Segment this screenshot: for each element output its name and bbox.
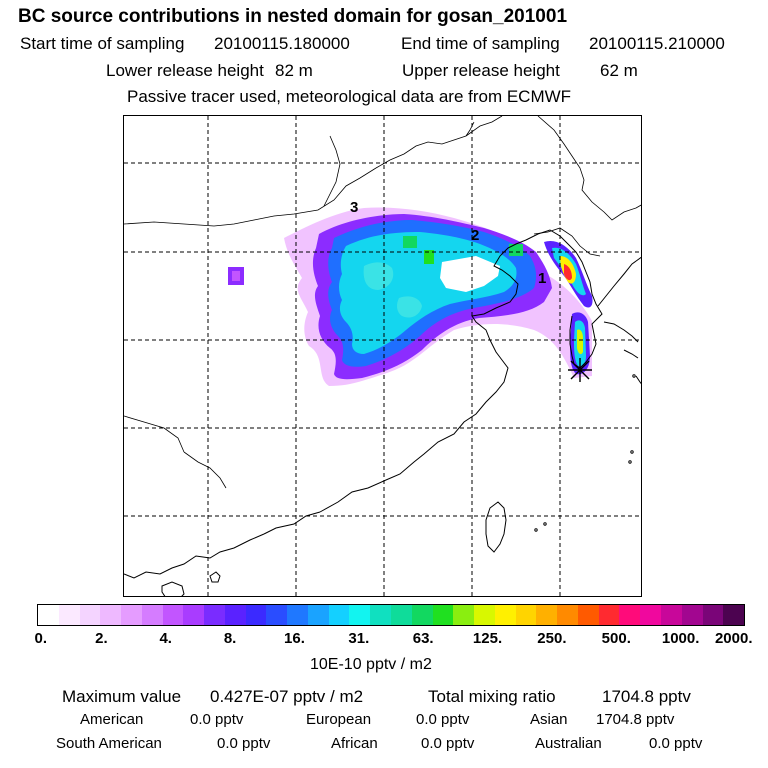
region-name: African — [331, 735, 378, 752]
colorbar-cell — [287, 605, 308, 625]
region-name: South American — [56, 735, 162, 752]
coastlines — [124, 229, 641, 596]
colorbar-tick-label: 500. — [601, 630, 631, 647]
colorbar-cell — [121, 605, 142, 625]
colorbar-cell — [38, 605, 59, 625]
colorbar-cell — [515, 605, 537, 625]
colorbar-cell — [79, 605, 101, 625]
colorbar-tick-label: 125. — [472, 630, 503, 647]
max-value: 0.427E-07 pptv / m2 — [210, 687, 364, 706]
colorbar-cell — [660, 605, 682, 625]
colorbar-tick-label: 31. — [348, 630, 370, 647]
colorbar-tick-label: 4. — [159, 630, 172, 647]
region-name: American — [80, 711, 144, 728]
colorbar-tick-label: 2. — [95, 630, 108, 647]
hainan-outline — [161, 581, 185, 596]
colorbar-cell — [266, 605, 288, 625]
region-value: 0.0 pptv — [217, 735, 271, 752]
colorbar-cell — [204, 605, 225, 625]
colorbar-cell — [577, 605, 599, 625]
colorbar-cell — [58, 605, 80, 625]
start-time-label: Start time of sampling — [20, 34, 185, 53]
colorbar-cell — [557, 605, 578, 625]
colorbar-cell — [494, 605, 516, 625]
political-borders — [124, 116, 641, 489]
total-mixing-label: Total mixing ratio — [428, 687, 556, 706]
colorbar-cell — [141, 605, 163, 625]
region-name: Australian — [535, 735, 602, 752]
map-svg: 1 2 3 — [124, 116, 641, 596]
lower-release-value: 82 m — [275, 61, 313, 80]
colorbar-cell — [640, 605, 661, 625]
map-panel: 1 2 3 — [123, 115, 642, 597]
colorbar-cell — [162, 605, 184, 625]
colorbar-cell — [453, 605, 475, 625]
region-name: European — [306, 711, 372, 728]
receptor-star-marker — [568, 358, 592, 382]
max-value-label: Maximum value — [62, 687, 182, 706]
colorbar-tick-label: 2000. — [714, 630, 753, 647]
end-time-label: End time of sampling — [401, 34, 560, 53]
colorbar-cell — [598, 605, 620, 625]
colorbar-tick-label: 1000. — [661, 630, 700, 647]
colorbar-units: 10E-10 pptv / m2 — [310, 656, 432, 673]
taiwan-outline — [485, 501, 507, 553]
colorbar-cell — [411, 605, 433, 625]
colorbar — [37, 604, 745, 626]
colorbar-cell — [100, 605, 122, 625]
plume-field — [228, 207, 593, 386]
colorbar-cell — [619, 605, 641, 625]
total-mixing-value: 1704.8 pptv — [602, 687, 691, 706]
region-name: Asian — [530, 711, 568, 728]
marker-2: 2 — [471, 227, 479, 244]
colorbar-cell — [183, 605, 205, 625]
colorbar-cell — [681, 605, 703, 625]
end-time-value: 20100115.210000 — [589, 34, 725, 53]
colorbar-tick-label: 16. — [284, 630, 305, 647]
colorbar-cell — [370, 605, 392, 625]
region-value: 1704.8 pptv — [596, 711, 675, 728]
start-time-value: 20100115.180000 — [214, 34, 350, 53]
marker-3: 3 — [350, 199, 358, 216]
colorbar-tick-label: 0. — [34, 630, 48, 647]
colorbar-cell — [432, 605, 454, 625]
tracer-note: Passive tracer used, meteorological data… — [127, 87, 572, 106]
colorbar-cell — [307, 605, 329, 625]
upper-release-label: Upper release height — [402, 61, 560, 80]
region-value: 0.0 pptv — [190, 711, 244, 728]
region-value: 0.0 pptv — [421, 735, 475, 752]
grid-lines — [124, 116, 641, 596]
lower-release-label: Lower release height — [106, 61, 264, 80]
colorbar-tick-label: 8. — [223, 630, 237, 647]
region-value: 0.0 pptv — [649, 735, 703, 752]
region-value: 0.0 pptv — [416, 711, 470, 728]
colorbar-cell — [245, 605, 267, 625]
colorbar-cell — [328, 605, 350, 625]
colorbar-cell — [702, 605, 724, 625]
colorbar-tick-label: 250. — [537, 630, 567, 647]
marker-1: 1 — [538, 270, 546, 287]
colorbar-cell — [349, 605, 371, 625]
colorbar-cell — [474, 605, 495, 625]
colorbar-cell — [536, 605, 558, 625]
colorbar-cell — [224, 605, 246, 625]
upper-release-value: 62 m — [600, 61, 638, 80]
colorbar-tick-label: 63. — [412, 630, 434, 647]
colorbar-cell — [723, 605, 745, 625]
plot-title: BC source contributions in nested domain… — [18, 6, 568, 27]
colorbar-cell — [391, 605, 412, 625]
plume-hole — [440, 256, 500, 292]
